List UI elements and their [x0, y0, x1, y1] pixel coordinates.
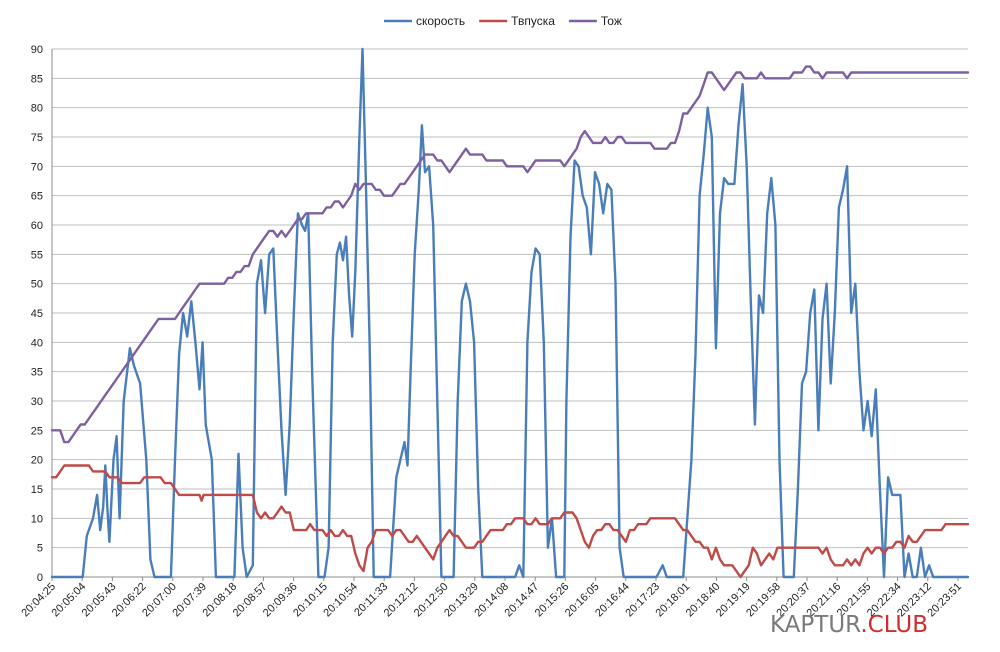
- series-line-скорость: [50, 47, 970, 579]
- y-tick-label: 10: [31, 513, 43, 525]
- legend-label: Твпуска: [511, 14, 555, 28]
- y-tick-label: 70: [31, 161, 43, 173]
- gridlines: [51, 48, 968, 578]
- chart-legend: скорость Твпуска Тож: [384, 14, 622, 28]
- y-tick-label: 45: [31, 308, 43, 320]
- y-tick-label: 85: [31, 73, 43, 85]
- legend-label: скорость: [416, 14, 465, 28]
- y-tick-label: 55: [31, 249, 43, 261]
- watermark: KAPTUR.CLUB: [770, 612, 928, 638]
- y-tick-label: 80: [31, 103, 43, 115]
- y-tick-label: 75: [31, 132, 43, 144]
- series-line-Тож: [50, 65, 970, 444]
- y-tick-label: 15: [31, 484, 43, 496]
- legend-item: Твпуска: [479, 14, 555, 28]
- y-tick-label: 40: [31, 337, 43, 349]
- y-tick-label: 60: [31, 220, 43, 232]
- legend-label: Тож: [601, 14, 622, 28]
- y-tick-label: 25: [31, 425, 43, 437]
- watermark-suffix: CLUB: [868, 612, 928, 638]
- y-tick-label: 90: [31, 44, 43, 56]
- y-axis-ticks: 0 5 10 15 20 25 30 35 40 45 50 55 60 65 70 75 80 85 90: [31, 44, 43, 584]
- y-tick-label: 35: [31, 367, 43, 379]
- y-tick-label: 5: [37, 543, 43, 555]
- y-tick-label: 20: [31, 455, 43, 467]
- y-tick-label: 30: [31, 396, 43, 408]
- svg-text:KAPTUR.CLUB: KAPTUR.CLUB: [770, 612, 928, 638]
- series-line-Твпуска: [50, 464, 970, 579]
- watermark-dot: .: [860, 612, 867, 638]
- legend-item: скорость: [384, 14, 465, 28]
- series-lines: [50, 47, 970, 579]
- y-tick-label: 50: [31, 279, 43, 291]
- watermark-brand: KAPTUR: [770, 612, 861, 638]
- y-tick-label: 65: [31, 191, 43, 203]
- legend-item: Тож: [568, 14, 622, 28]
- y-tick-label: 0: [37, 572, 43, 584]
